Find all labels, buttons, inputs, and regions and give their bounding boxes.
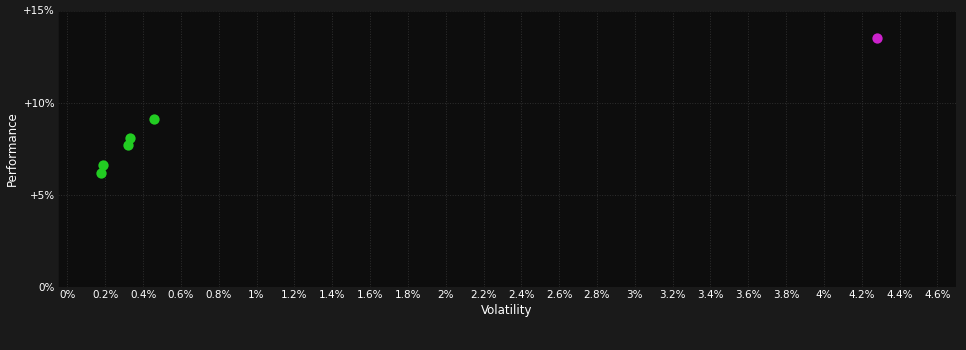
Point	[94, 170, 109, 175]
Y-axis label: Performance: Performance	[6, 111, 19, 186]
Point	[120, 142, 135, 148]
Point	[147, 117, 162, 122]
Point	[96, 162, 111, 168]
X-axis label: Volatility: Volatility	[481, 304, 533, 317]
Point	[122, 135, 137, 140]
Point	[869, 35, 885, 41]
